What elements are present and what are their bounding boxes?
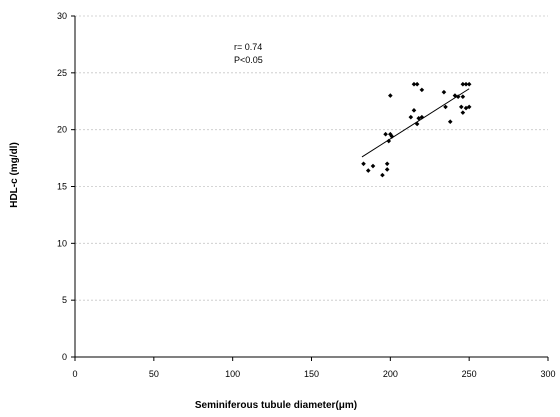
data-point xyxy=(460,94,466,100)
data-point xyxy=(452,93,458,98)
x-tick-label: 250 xyxy=(462,369,477,379)
data-point xyxy=(443,104,448,110)
y-tick-label: 0 xyxy=(62,352,67,362)
x-tick-label: 300 xyxy=(540,369,555,379)
pvalue-annotation: P<0.05 xyxy=(234,55,263,65)
data-point xyxy=(380,172,385,178)
data-point xyxy=(384,167,390,172)
y-tick-label: 30 xyxy=(57,11,67,21)
trendline-layer xyxy=(361,88,470,158)
data-point xyxy=(447,119,453,125)
y-axis-title: HDL-c (mg/dl) xyxy=(9,142,20,208)
y-tick-label: 25 xyxy=(57,68,67,78)
data-point xyxy=(388,93,393,98)
data-point xyxy=(414,81,420,87)
data-point xyxy=(463,81,469,87)
axes xyxy=(71,15,549,361)
data-points xyxy=(361,81,472,178)
data-point xyxy=(441,89,447,95)
data-point xyxy=(455,94,461,100)
data-point xyxy=(411,81,417,87)
x-tick-label: 150 xyxy=(304,369,319,379)
x-tick-label: 50 xyxy=(149,369,159,379)
y-tick-label: 10 xyxy=(57,238,67,248)
data-point xyxy=(386,138,392,144)
data-point xyxy=(460,81,466,87)
data-point xyxy=(414,121,420,127)
data-point xyxy=(388,131,393,137)
data-point xyxy=(384,161,390,167)
data-point xyxy=(361,161,366,167)
x-axis-title: Seminiferous tubule diameter(μm) xyxy=(195,400,357,411)
data-point xyxy=(419,114,425,120)
correlation-annotation: r= 0.74 xyxy=(234,42,262,52)
data-point xyxy=(460,110,466,115)
data-point xyxy=(408,114,414,120)
x-tick-label: 0 xyxy=(72,369,77,379)
data-point xyxy=(370,163,376,169)
data-point xyxy=(466,81,472,87)
y-tick-label: 5 xyxy=(62,295,67,305)
data-point xyxy=(419,87,425,93)
y-tick-label: 15 xyxy=(57,182,67,192)
data-point xyxy=(458,104,464,110)
y-tick-label: 20 xyxy=(57,125,67,135)
gridlines xyxy=(75,15,548,301)
x-tick-label: 100 xyxy=(225,369,240,379)
x-tick-label: 200 xyxy=(383,369,398,379)
data-point xyxy=(411,108,417,113)
trendline xyxy=(361,88,470,158)
data-point xyxy=(365,168,371,173)
data-point xyxy=(383,131,388,137)
data-point xyxy=(389,134,395,139)
data-point xyxy=(466,104,472,110)
